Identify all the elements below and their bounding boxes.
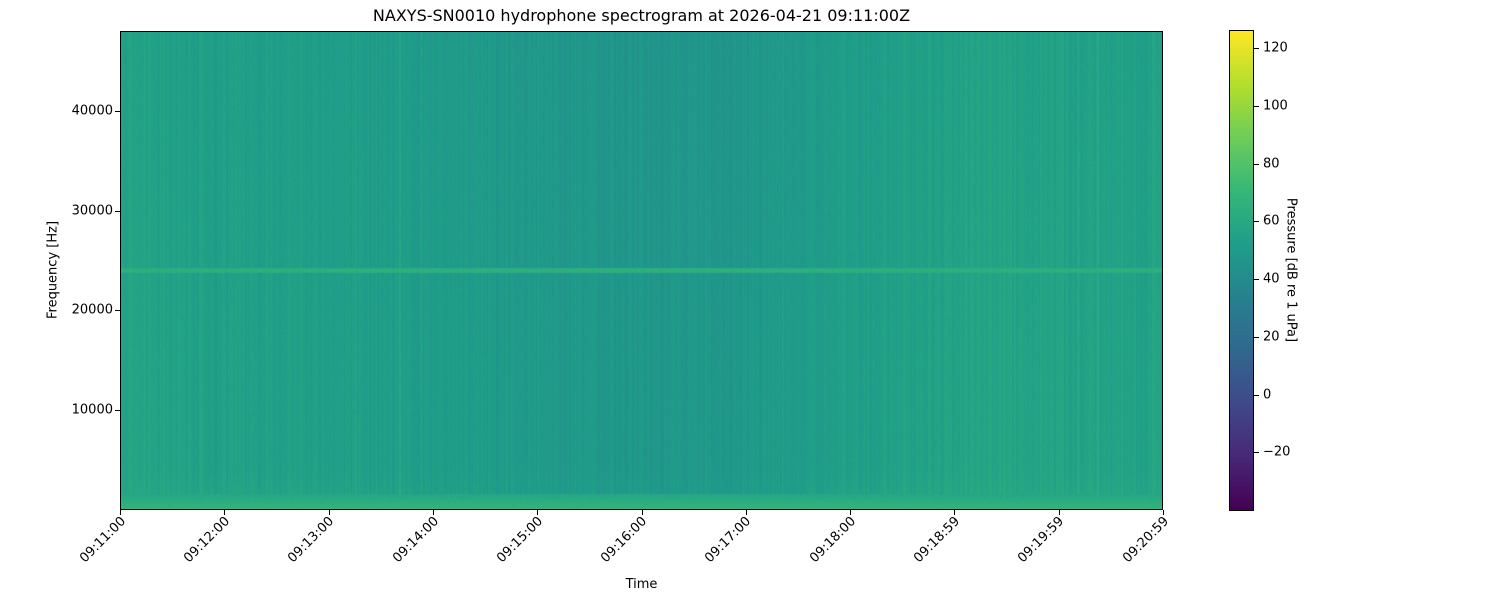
x-tick-mark: [328, 510, 330, 515]
colorbar-tick-mark: [1254, 336, 1259, 338]
colorbar-frame: [1229, 30, 1254, 511]
y-tick-mark: [115, 110, 120, 112]
colorbar-tick-mark: [1254, 163, 1259, 165]
x-tick-mark: [1163, 510, 1164, 515]
chart-title: NAXYS-SN0010 hydrophone spectrogram at 2…: [372, 6, 911, 25]
colorbar-tick-mark: [1254, 394, 1259, 396]
x-tick-mark: [745, 510, 747, 515]
x-tick-mark: [1058, 510, 1060, 515]
colorbar-tick-mark: [1254, 452, 1259, 454]
x-tick-mark: [850, 510, 852, 515]
y-tick-label: 10000: [71, 402, 113, 418]
plot-area-frame: [120, 31, 1163, 510]
colorbar-tick-label: 100: [1263, 98, 1288, 114]
colorbar-gradient: [1230, 31, 1253, 510]
colorbar-tick-label: 60: [1263, 213, 1280, 229]
y-tick-label: 30000: [71, 203, 113, 219]
x-tick-label: 09:15:00: [493, 514, 546, 566]
x-tick-label: 09:20:59: [1119, 514, 1172, 566]
colorbar-tick-mark: [1254, 106, 1259, 108]
colorbar-tick-label: 40: [1263, 271, 1280, 287]
colorbar-tick-label: −20: [1263, 444, 1291, 460]
colorbar-tick-label: 0: [1263, 387, 1272, 403]
x-tick-label: 09:11:00: [76, 514, 129, 566]
x-tick-mark: [224, 510, 226, 515]
x-tick-label: 09:19:59: [1015, 514, 1068, 566]
x-tick-mark: [432, 510, 434, 515]
x-axis-label: Time: [625, 577, 658, 592]
x-tick-label: 09:17:00: [702, 514, 755, 566]
x-tick-mark: [954, 510, 956, 515]
x-tick-mark: [537, 510, 539, 515]
colorbar-tick-mark: [1254, 48, 1259, 50]
colorbar-tick-label: 120: [1263, 40, 1288, 56]
y-tick-mark: [115, 210, 120, 212]
x-tick-label: 09:16:00: [598, 514, 651, 566]
colorbar-tick-label: 80: [1263, 156, 1280, 172]
colorbar-label: Pressure [dB re 1 uPa]: [1283, 197, 1299, 343]
y-tick-mark: [115, 410, 120, 412]
colorbar-tick-mark: [1254, 221, 1259, 223]
colorbar-tick-label: 20: [1263, 329, 1280, 345]
y-tick-mark: [115, 310, 120, 312]
x-tick-label: 09:13:00: [285, 514, 338, 566]
x-tick-label: 09:18:00: [806, 514, 859, 566]
y-axis-label: Frequency [Hz]: [45, 220, 61, 320]
x-tick-label: 09:12:00: [181, 514, 233, 566]
colorbar-tick-mark: [1254, 279, 1259, 281]
y-tick-label: 20000: [71, 302, 113, 318]
x-tick-label: 09:18:59: [911, 514, 964, 566]
y-tick-label: 40000: [71, 103, 113, 119]
x-tick-label: 09:14:00: [389, 514, 442, 566]
x-tick-mark: [641, 510, 643, 515]
spectrogram-heatmap: [121, 32, 1162, 509]
x-tick-mark: [120, 510, 121, 515]
